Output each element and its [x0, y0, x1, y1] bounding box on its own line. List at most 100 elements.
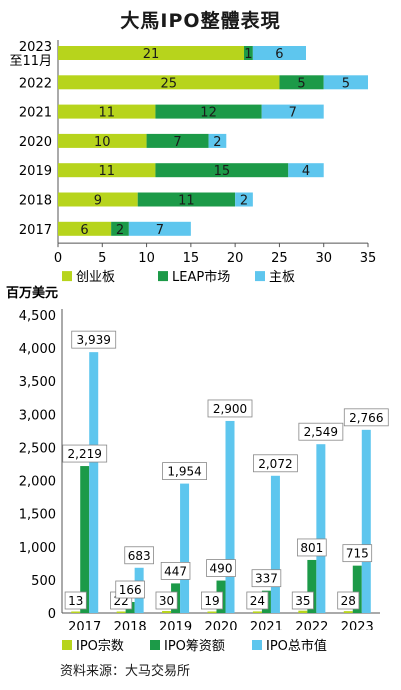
x-tick-label: 30 [315, 251, 332, 266]
bar [162, 611, 172, 613]
legend-label: 主板 [269, 270, 295, 285]
y-tick-label: 1,000 [19, 541, 56, 556]
bar-segment [279, 75, 324, 90]
data-label: 13 [68, 594, 83, 608]
category-label: 2021 [19, 106, 52, 121]
data-label-box [251, 569, 282, 588]
legend-swatch [158, 271, 168, 282]
legend-label: IPO筹资额 [164, 638, 225, 654]
data-label: 7 [289, 106, 297, 121]
category-label: 2019 [159, 620, 192, 630]
data-label: 3,939 [77, 333, 111, 347]
y-tick-label: 1,500 [19, 508, 56, 523]
bar-segment [244, 46, 253, 60]
data-label: 5 [342, 76, 350, 91]
grouped-bar-chart: 百万美元 0 500 1,000 1,500 2,000 2,500 3,000 3,500 4,… [6, 285, 389, 630]
bar-segment [58, 221, 112, 236]
x-tick-label: 25 [271, 251, 288, 266]
y-tick-label: 500 [31, 574, 56, 589]
y-tick-label: 3,500 [19, 375, 56, 390]
bar [352, 565, 362, 613]
data-label: 7 [173, 135, 181, 150]
bar-segment [146, 133, 209, 148]
category-label: 2019 [19, 164, 52, 179]
data-label: 2 [116, 223, 124, 238]
bar-segment [58, 163, 156, 178]
category-label: 2023 至11月 [9, 40, 52, 69]
bar-segment [111, 221, 129, 236]
bar [80, 466, 90, 613]
data-label: 35 [295, 594, 310, 608]
data-label: 2,766 [349, 411, 383, 425]
y-axis-title: 百万美元 [6, 285, 58, 301]
y-tick-label: 2,000 [19, 475, 56, 490]
data-label: 2 [240, 194, 248, 209]
bar [180, 483, 190, 613]
data-label: 490 [210, 562, 233, 576]
data-label: 15 [214, 164, 231, 179]
data-label-box [337, 591, 360, 610]
data-label: 11 [98, 164, 115, 179]
data-label: 801 [300, 541, 323, 555]
data-label: 2,072 [258, 457, 292, 471]
x-tick-label: 5 [98, 251, 106, 266]
data-label-box [297, 538, 327, 557]
category-label: 2023年初 [341, 620, 374, 630]
category-label: 2020 [204, 620, 237, 630]
data-label: 337 [255, 572, 278, 586]
bar [316, 444, 326, 613]
bar-segment [235, 192, 253, 207]
data-label-box [71, 330, 117, 349]
x-tick-label: 15 [183, 251, 200, 266]
bar-segment [288, 163, 324, 178]
legend-label: 创业板 [76, 270, 115, 285]
data-label: 19 [204, 594, 219, 608]
legend-label: IPO总市值 [266, 638, 327, 654]
data-label: 6 [80, 223, 88, 238]
bar-segment [58, 104, 156, 119]
data-label: 7 [156, 223, 164, 238]
data-label: 11 [178, 194, 195, 209]
data-label: 6 [275, 47, 283, 62]
bar [343, 611, 353, 613]
data-label-box [246, 591, 269, 610]
data-label-box [155, 591, 178, 610]
data-label: 166 [119, 583, 142, 597]
legend-swatch [150, 640, 160, 650]
data-label: 715 [346, 547, 369, 561]
data-label: 12 [200, 106, 217, 121]
legend-swatch [62, 271, 72, 282]
data-label: 2,900 [213, 402, 247, 416]
data-label: 2 [213, 135, 221, 150]
bar-segment [252, 46, 306, 60]
y-tick-label: 3,000 [19, 408, 56, 423]
data-label: 447 [164, 564, 187, 578]
bar [361, 429, 371, 613]
data-label: 4 [302, 164, 310, 179]
bar-segment [323, 75, 368, 90]
data-label-box [253, 454, 298, 473]
data-label: 2,549 [304, 425, 338, 439]
data-label-box [291, 591, 314, 610]
data-label: 10 [94, 135, 111, 150]
data-label-box [206, 559, 236, 577]
data-label-box [124, 546, 154, 565]
data-label: 28 [341, 594, 356, 608]
x-tick-label: 35 [360, 251, 377, 266]
bar-segment [261, 104, 324, 119]
bar-segment [58, 46, 244, 60]
category-label: 2018 [114, 620, 147, 630]
y-tick-label: 2,500 [19, 441, 56, 456]
data-label-box [162, 462, 207, 481]
bar [207, 611, 217, 613]
category-label: 2017 [68, 620, 101, 630]
bar-segment [128, 221, 191, 236]
legend-swatch [62, 640, 72, 650]
x-tick-label: 20 [227, 251, 244, 266]
y-tick-label: 4,500 [19, 309, 56, 324]
legend-swatch [252, 640, 262, 650]
data-label: 30 [159, 594, 174, 608]
data-label: 1,954 [167, 465, 201, 479]
data-label-box [207, 399, 253, 418]
